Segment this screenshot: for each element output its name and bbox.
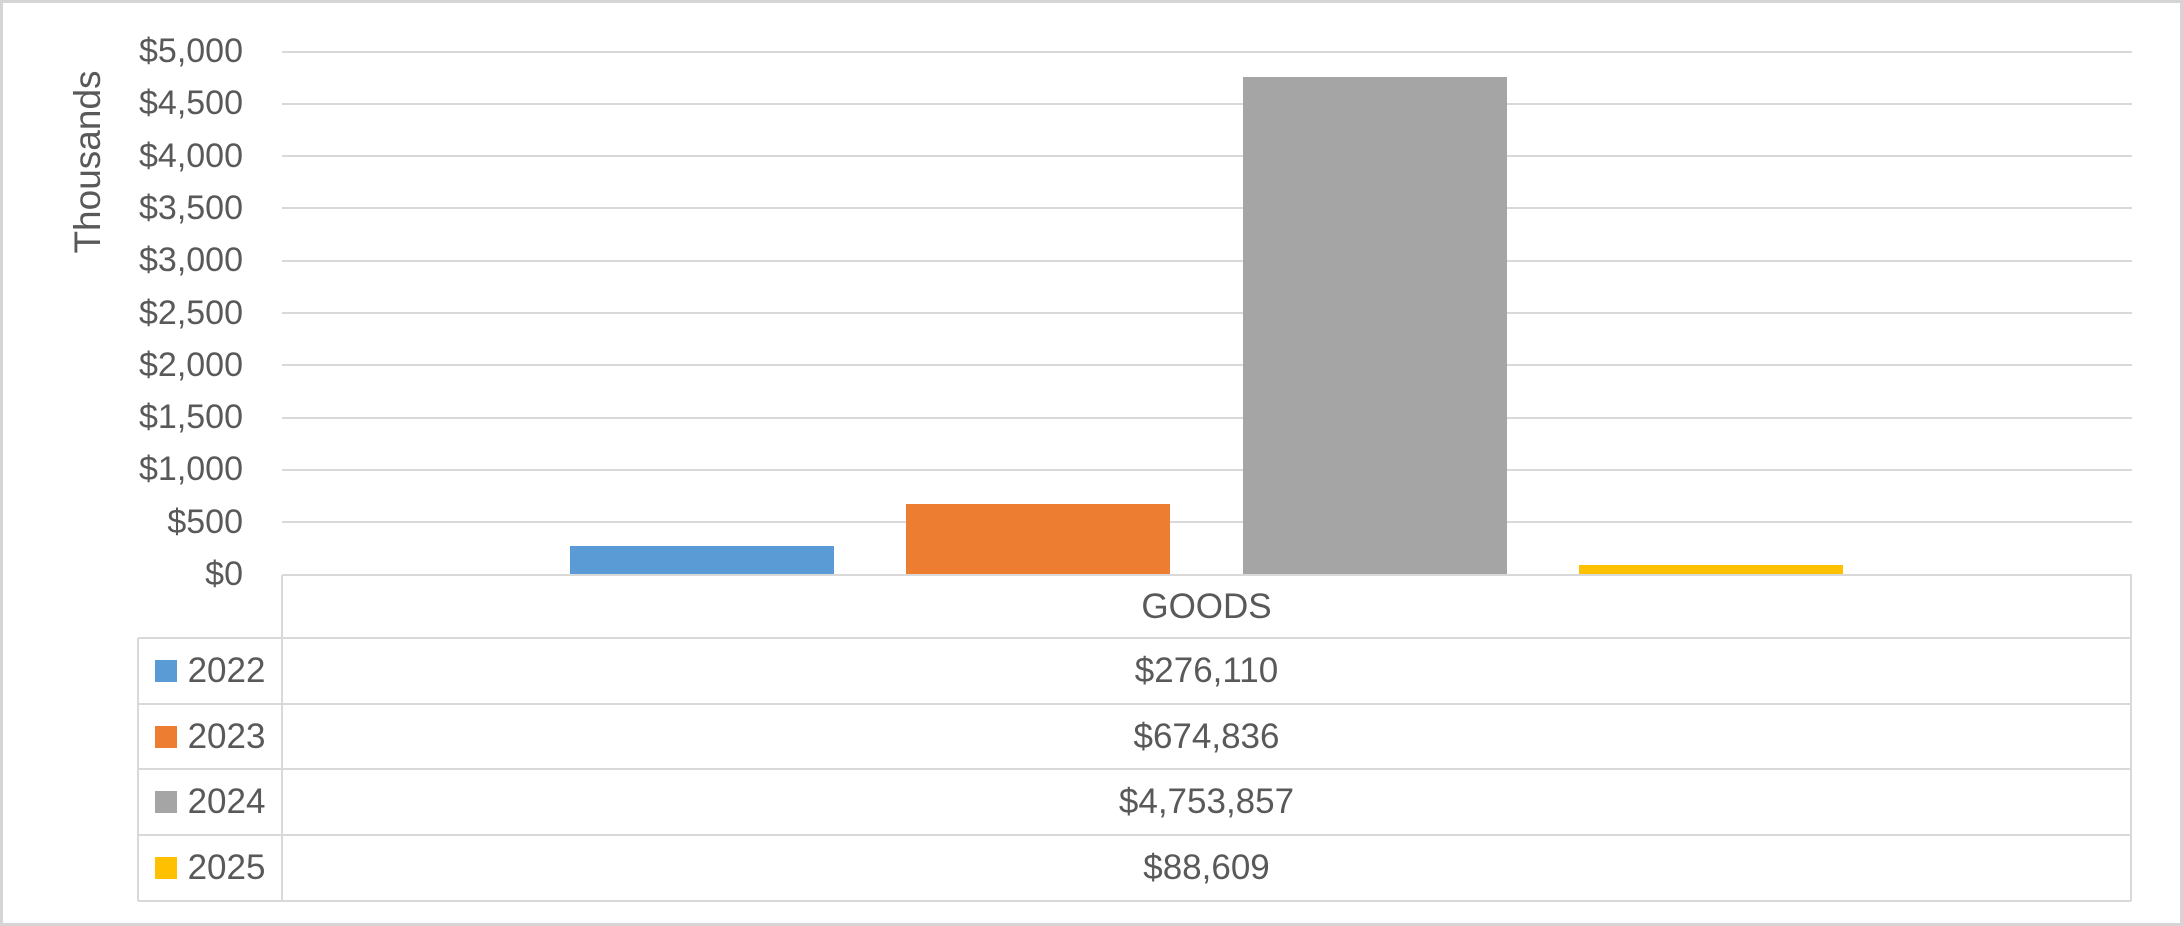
legend-item-2023: 2023 [138,704,282,770]
table-border [138,834,2131,837]
gridline [282,521,2132,524]
y-axis-tick-label: $2,000 [139,345,243,384]
table-border [138,768,2131,771]
gridline [282,50,2132,53]
legend-label: 2023 [187,716,266,756]
legend-swatch-2025 [154,856,177,879]
bar-2022[interactable] [570,545,834,575]
bar-2023[interactable] [906,503,1171,575]
gridline [282,155,2132,158]
value-cell-2022: $276,110 [1134,650,1279,690]
table-border [2130,575,2132,901]
gridline [282,102,2132,105]
gridline [282,364,2132,367]
y-axis-tick-label: $3,000 [139,241,243,280]
legend-swatch-2022 [154,659,177,682]
bar-2024[interactable] [1242,77,1507,575]
legend-swatch-2024 [154,791,177,814]
table-border [282,574,2131,576]
y-axis-tick-label: $500 [167,502,243,541]
table-border [281,575,283,901]
legend-label: 2025 [187,847,266,887]
table-border [138,637,2131,639]
gridline [282,207,2132,210]
value-cell-2023: $674,836 [1133,716,1280,756]
y-axis-tick-label: $2,500 [139,293,243,332]
y-axis-tick-label: $0 [205,555,243,593]
y-axis-tick-label: $1,000 [139,450,243,489]
legend-item-2024: 2024 [138,769,282,835]
y-axis-tick-label: $1,500 [139,398,243,437]
value-cell-2024: $4,753,857 [1118,782,1295,822]
y-axis-tick-label: $4,000 [139,136,243,175]
table-border [138,899,2131,902]
bar-2025[interactable] [1579,565,1844,575]
legend-label: 2024 [187,782,266,822]
gridline [282,416,2132,419]
legend-item-2022: 2022 [138,638,282,704]
gridline [282,468,2132,471]
category-header: GOODS [1141,586,1272,626]
y-axis-tick-label: $4,500 [139,84,243,123]
legend-item-2025: 2025 [138,835,282,901]
y-axis-tick-label: $5,000 [139,32,243,70]
legend-swatch-2023 [154,725,177,748]
gridline [282,259,2132,262]
y-axis-tick-label: $3,500 [139,188,243,227]
gridline [282,312,2132,314]
legend-label: 2022 [187,650,266,690]
table-border [137,638,139,901]
table-border [138,702,2131,705]
value-cell-2025: $88,609 [1143,847,1270,887]
